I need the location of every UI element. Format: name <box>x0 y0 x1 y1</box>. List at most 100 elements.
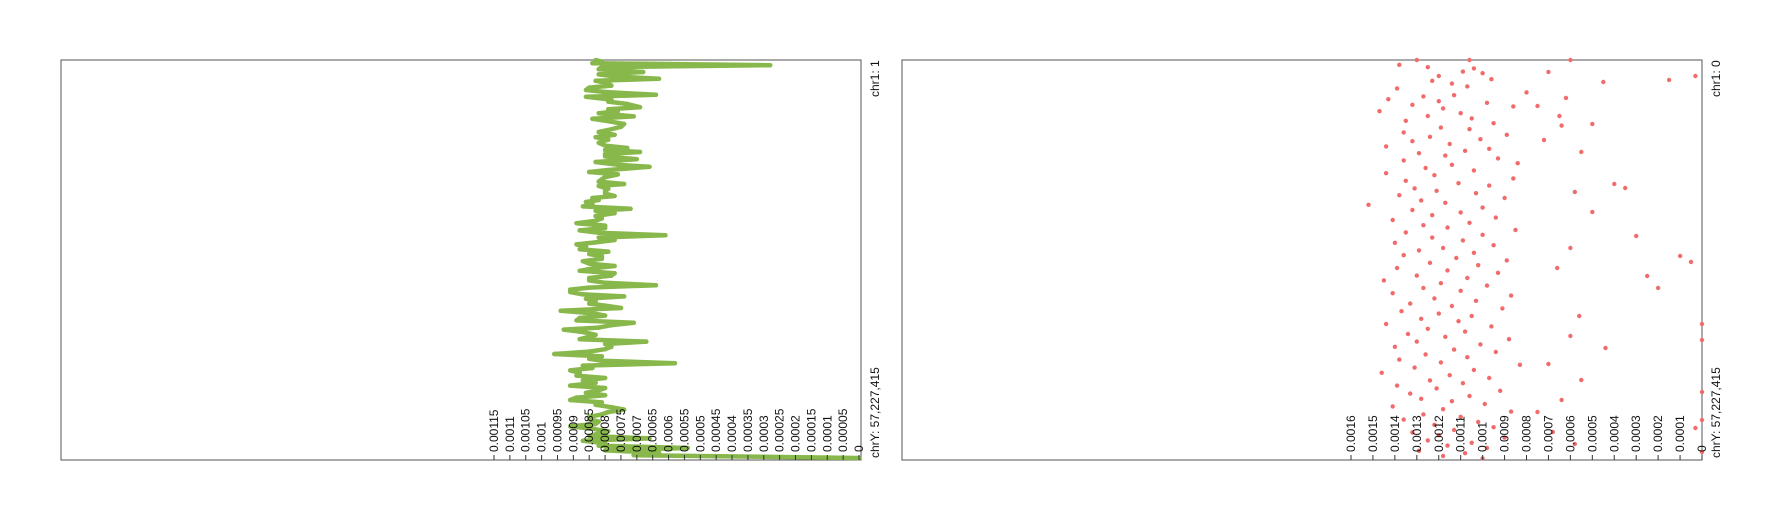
scatter-point <box>1568 57 1573 63</box>
scatter-point <box>1416 248 1422 253</box>
scatter-point <box>1572 441 1578 447</box>
scatter-point <box>1410 102 1415 108</box>
scatter-point <box>1379 370 1384 375</box>
scatter-point <box>1508 293 1514 298</box>
scatter-point <box>1436 73 1442 79</box>
x-tick-label: 0.0009 <box>566 415 580 452</box>
x-tick-label: 0.00035 <box>741 408 755 452</box>
line-segment <box>574 392 608 400</box>
scatter-point <box>1390 217 1395 223</box>
scatter-point <box>1471 367 1477 373</box>
line-segment <box>561 327 586 335</box>
scatter-point <box>1449 303 1455 309</box>
scatter-point <box>1623 185 1628 191</box>
scatter-point <box>1423 165 1428 171</box>
line-segment <box>606 164 652 173</box>
scatter-point <box>1498 388 1503 393</box>
scatter-chart-x-axis: 0.0016 0.0015 0.0014 0.0013 0.0012 0.0011 0.00… <box>1344 415 1709 460</box>
scatter-point <box>1495 156 1501 161</box>
line-segment <box>602 149 643 157</box>
scatter-point <box>1476 263 1481 268</box>
scatter-point <box>1416 448 1422 453</box>
line-segment <box>567 285 592 292</box>
x-tick-label: 0.00065 <box>646 408 660 452</box>
x-tick-label: 0.0011 <box>1454 416 1468 452</box>
scatter-point <box>1467 220 1472 225</box>
x-tick-label: 0.0009 <box>1498 415 1512 452</box>
scatter-point <box>1693 425 1698 431</box>
x-tick-label: 0.0004 <box>725 415 739 452</box>
scatter-point <box>1572 189 1578 195</box>
x-tick-label: 0.00005 <box>836 408 850 452</box>
scatter-point <box>1440 453 1446 459</box>
line-segment <box>602 339 649 347</box>
scatter-point <box>1438 125 1444 130</box>
line-segment <box>586 273 614 281</box>
scatter-point <box>1511 176 1516 181</box>
scatter-point <box>1559 397 1564 403</box>
scatter-point <box>1440 245 1446 251</box>
line-segment <box>593 237 617 245</box>
line-segment <box>586 301 608 308</box>
scatter-point <box>1456 181 1461 186</box>
scatter-point <box>1471 168 1477 173</box>
scatter-point <box>1405 331 1411 337</box>
scatter-point <box>1666 77 1672 83</box>
scatter-point <box>1427 378 1433 383</box>
scatter-point <box>1440 106 1446 111</box>
x-tick-label: 0.0015 <box>1366 415 1380 452</box>
scatter-point <box>1419 396 1424 401</box>
scatter-point <box>1480 205 1485 210</box>
scatter-point <box>1394 265 1400 271</box>
scatter-point <box>1425 438 1431 443</box>
line-chart-frame <box>60 59 862 461</box>
scatter-point <box>1430 235 1435 240</box>
x-tick-label: 0.0016 <box>1344 415 1358 452</box>
scatter-point <box>1451 347 1457 352</box>
x-tick-label: 0.0003 <box>757 415 771 452</box>
line-segment <box>574 220 608 228</box>
scatter-point <box>1440 407 1446 412</box>
scatter-point <box>1421 285 1426 291</box>
line-segment <box>590 263 617 271</box>
line-segment <box>583 94 614 102</box>
scatter-point <box>1419 198 1424 203</box>
x-tick-label: 0.0003 <box>1629 415 1643 452</box>
scatter-point <box>1487 183 1492 188</box>
scatter-point <box>1471 66 1477 71</box>
scatter-point <box>1511 104 1516 109</box>
scatter-point <box>1401 417 1406 422</box>
x-tick-label: 0.00015 <box>804 408 818 452</box>
scatter-point <box>1655 285 1661 291</box>
scatter-point <box>1699 389 1705 395</box>
x-tick-label: 0.0011 <box>503 416 517 452</box>
scatter-point <box>1397 357 1402 362</box>
scatter-point <box>1445 225 1450 230</box>
scatter-chart-frame <box>901 59 1703 461</box>
x-tick-label: 0 <box>852 445 866 452</box>
scatter-point <box>1458 111 1463 116</box>
scatter-point <box>1478 137 1483 142</box>
scatter-point <box>1467 127 1472 132</box>
line-chart-y-start-label: chr1: 1 <box>868 60 882 97</box>
scatter-point <box>1432 173 1437 178</box>
scatter-point <box>1447 373 1452 378</box>
scatter-point <box>1487 375 1492 381</box>
scatter-point <box>1403 118 1409 124</box>
scatter-point <box>1366 202 1371 207</box>
x-tick-label: 0.0012 <box>1432 415 1446 452</box>
scatter-point <box>1460 381 1466 386</box>
scatter-point <box>1443 200 1448 205</box>
scatter-point <box>1491 425 1496 430</box>
line-segment <box>609 320 636 328</box>
scatter-point <box>1392 240 1398 245</box>
line-segment <box>577 228 601 236</box>
x-tick-label: 0.0005 <box>1585 415 1599 452</box>
line-segment <box>586 83 614 90</box>
scatter-point <box>1414 339 1420 344</box>
scatter-point <box>1436 311 1442 316</box>
x-tick-label: 0.0002 <box>1651 415 1665 452</box>
scatter-point <box>1434 188 1439 193</box>
x-tick-label: 0.00045 <box>709 408 723 452</box>
line-segment <box>586 282 659 290</box>
